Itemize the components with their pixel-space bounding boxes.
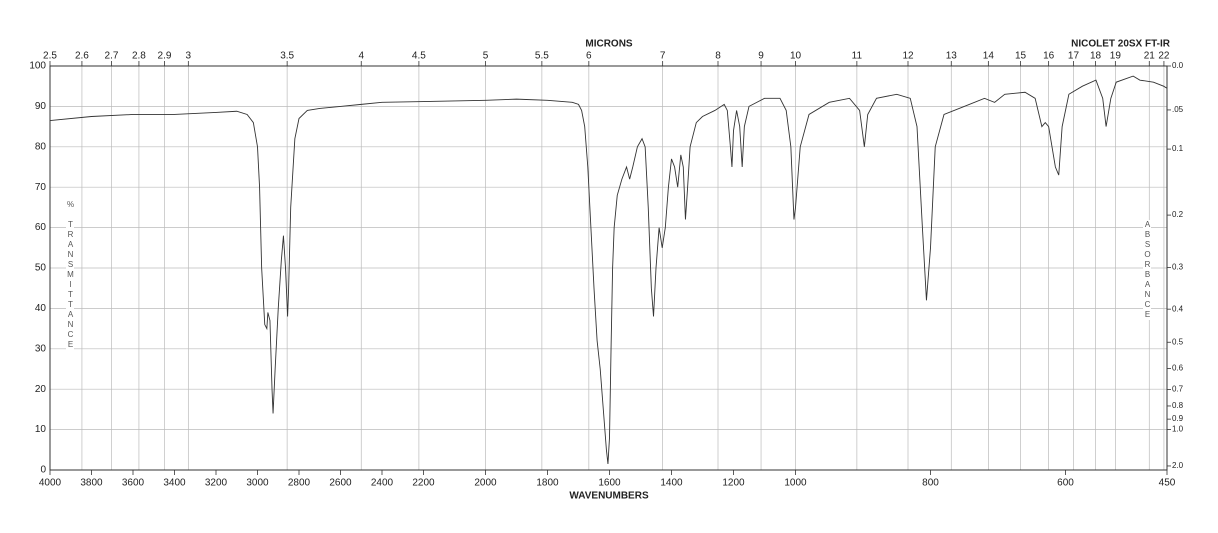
x2-tick-label: 2.6 [75, 51, 89, 62]
y-tick-label: 100 [29, 61, 46, 72]
y2-tick-label: 0.5 [1172, 337, 1184, 346]
x2-tick-label: 17 [1068, 51, 1080, 62]
x-tick-label: 2400 [371, 478, 394, 489]
x-tick-label: 3400 [163, 478, 186, 489]
x2-tick-label: 4.5 [412, 51, 426, 62]
x2-tick-label: 5.5 [535, 51, 549, 62]
x-tick-label: 2200 [412, 478, 435, 489]
y2-tick-label: 0.6 [1172, 364, 1184, 373]
plot-frame [49, 65, 1168, 471]
x-tick-label: 450 [1159, 478, 1176, 489]
y-tick-label: 30 [35, 343, 47, 354]
y2-tick-label: 0.2 [1172, 210, 1184, 219]
x2-tick-label: 15 [1015, 51, 1027, 62]
x-axis-title: WAVENUMBERS [569, 491, 649, 502]
x2-tick-label: 18 [1090, 51, 1102, 62]
x2-tick-label: 2.5 [43, 51, 57, 62]
x-tick-label: 800 [922, 478, 939, 489]
x2-tick-label: 21 [1144, 51, 1156, 62]
x2-tick-label: 12 [902, 51, 914, 62]
x2-tick-label: 7 [660, 51, 666, 62]
x-tick-label: 2000 [474, 478, 497, 489]
y-tick-label: 60 [35, 222, 47, 233]
y2-tick-label: 0.9 [1172, 414, 1184, 423]
x2-tick-label: 5 [483, 51, 489, 62]
y2-tick-label: 0.1 [1172, 144, 1184, 153]
x2-tick-label: 3.5 [280, 51, 294, 62]
x2-tick-label: 2.9 [158, 51, 172, 62]
y2-tick-label: 0.8 [1172, 401, 1184, 410]
y-axis-title: % TRANSMITTANCE [66, 200, 75, 350]
y2-tick-label: 0.7 [1172, 385, 1184, 394]
instrument-label: NICOLET 20SX FT-IR [1071, 39, 1171, 50]
x-tick-label: 3000 [246, 478, 269, 489]
x2-tick-label: 9 [758, 51, 764, 62]
y2-tick-label: 0.4 [1172, 304, 1184, 313]
y-tick-label: 10 [35, 424, 47, 435]
x2-tick-label: 6 [586, 51, 592, 62]
y-tick-label: 90 [35, 101, 47, 112]
x2-tick-label: 8 [715, 51, 721, 62]
x2-tick-label: 13 [946, 51, 958, 62]
x2-tick-label: 3 [186, 51, 192, 62]
y-tick-label: 50 [35, 263, 47, 274]
x2-tick-label: 16 [1043, 51, 1055, 62]
top-axis-title: MICRONS [585, 39, 633, 50]
x-tick-label: 3200 [205, 478, 228, 489]
x-tick-label: 1000 [784, 478, 807, 489]
x-tick-label: 4000 [39, 478, 62, 489]
y-tick-label: 40 [35, 303, 47, 314]
x-tick-label: 1200 [722, 478, 745, 489]
x2-tick-label: 11 [852, 51, 863, 62]
x2-tick-label: 22 [1158, 51, 1170, 62]
x-tick-label: 3800 [80, 478, 103, 489]
y-tick-label: 20 [35, 384, 47, 395]
y-tick-label: 0 [40, 465, 46, 476]
spectrum-line [49, 75, 1168, 464]
x2-tick-label: 10 [790, 51, 802, 62]
y2-tick-label: 0.3 [1172, 263, 1184, 272]
x2-tick-label: 19 [1110, 51, 1122, 62]
x-tick-label: 2600 [329, 478, 352, 489]
y2-axis-title: ABSORBANCE [1143, 220, 1152, 320]
x2-tick-label: 2.8 [132, 51, 146, 62]
y2-tick-label: 0.0 [1172, 61, 1184, 70]
x-tick-label: 2800 [288, 478, 311, 489]
y2-tick-label: 2.0 [1172, 461, 1184, 470]
x-tick-label: 1800 [536, 478, 559, 489]
y-tick-label: 80 [35, 141, 47, 152]
x2-tick-label: 2.7 [105, 51, 119, 62]
x2-tick-label: 14 [983, 51, 995, 62]
x-tick-label: 1400 [660, 478, 683, 489]
x-tick-label: 600 [1057, 478, 1074, 489]
x-tick-label: 1600 [598, 478, 621, 489]
x-tick-label: 3600 [122, 478, 145, 489]
y2-tick-label: 1.0 [1172, 425, 1184, 434]
y-tick-label: 70 [35, 182, 47, 193]
x2-tick-label: 4 [358, 51, 364, 62]
y2-tick-label: .05 [1172, 105, 1184, 114]
